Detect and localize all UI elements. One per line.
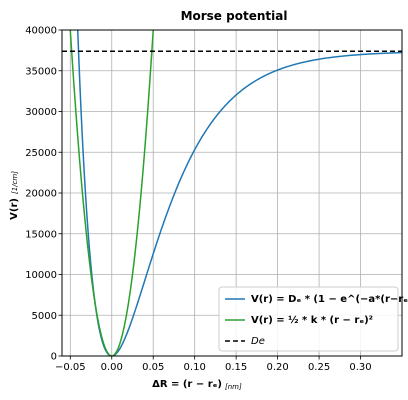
legend: V(r) = Dₑ * (1 − e^(−a*(r−rₑ)))² V(r) = … [218, 286, 408, 352]
y-tick-label: 15000 [25, 229, 57, 240]
x-tick-label: 0.30 [349, 362, 371, 373]
legend-entry-de: De [251, 336, 265, 347]
harmonic-potential-line [69, 30, 154, 356]
y-tick-label: 25000 [25, 148, 57, 159]
x-tick-label: 0.25 [308, 362, 330, 373]
x-tick-label: 0.20 [266, 362, 288, 373]
chart-title: Morse potential [181, 9, 288, 23]
legend-entry-harmonic: V(r) = ½ * k * (r − rₑ)² [251, 315, 373, 326]
x-tick-label: 0.05 [142, 362, 164, 373]
series-layer [62, 30, 402, 356]
y-axis-label: V(r) [9, 198, 20, 220]
y-tick-label: 35000 [25, 66, 57, 77]
y-axis-ticks: 0 5000 10000 15000 20000 25000 30000 35000 40000 [25, 26, 62, 363]
x-axis-ticks: −0.05 0.00 0.05 0.10 0.15 0.20 0.25 0.30 [55, 356, 372, 373]
morse-potential-line [76, 30, 402, 356]
x-axis-label: ΔR = (r − rₑ) [152, 379, 222, 390]
y-tick-label: 30000 [25, 107, 57, 118]
y-tick-label: 20000 [25, 189, 57, 200]
legend-entry-morse: V(r) = Dₑ * (1 − e^(−a*(r−rₑ)))² [251, 294, 408, 305]
x-axis-label-unit: [nm] [225, 383, 242, 391]
y-axis-label-unit: [1/cm] [11, 171, 19, 194]
y-tick-label: 10000 [25, 270, 57, 281]
legend-box [218, 286, 399, 352]
x-tick-label: 0.00 [101, 362, 123, 373]
x-tick-label: 0.10 [184, 362, 206, 373]
y-tick-label: 40000 [25, 26, 57, 37]
y-tick-label: 5000 [32, 311, 57, 322]
y-tick-label: 0 [51, 352, 57, 363]
x-tick-label: 0.15 [225, 362, 247, 373]
x-tick-label: −0.05 [55, 362, 86, 373]
